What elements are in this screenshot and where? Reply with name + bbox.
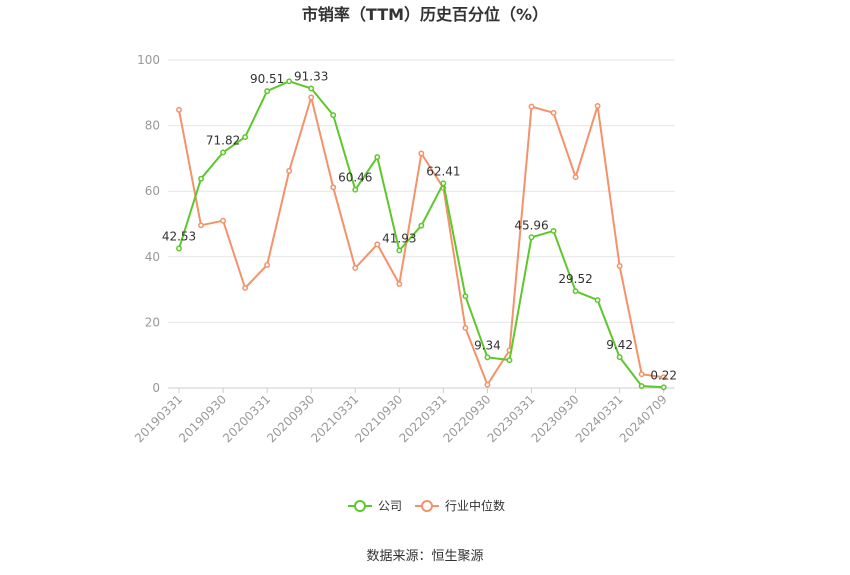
source-note: 数据来源：恒生聚源 (366, 549, 483, 564)
y-axis: 0 20 40 60 80 100 (137, 53, 160, 395)
data-point (638, 383, 645, 389)
data-label: 41.93 (382, 231, 416, 245)
data-point (462, 293, 469, 300)
data-point (638, 371, 645, 378)
legend-swatch-marker (354, 500, 366, 512)
data-point (176, 106, 182, 113)
data-point (418, 150, 425, 157)
data-point (484, 354, 491, 361)
data-point (352, 265, 359, 271)
data-point (286, 78, 293, 85)
data-labels: 42.53 71.82 90.51 91.33 60.46 41.93 62.41 9.34 4… (162, 69, 677, 382)
series-1 (176, 94, 667, 388)
legend-item-0[interactable]: 公司 (348, 499, 402, 513)
data-point (440, 180, 447, 187)
data-point (220, 217, 227, 224)
data-point (374, 154, 381, 161)
data-label: 45.96 (514, 218, 548, 232)
data-label: 62.41 (426, 164, 460, 178)
data-point (220, 149, 227, 156)
data-label: 91.33 (294, 69, 328, 83)
legend-label: 公司 (378, 499, 402, 513)
y-tick-label: 60 (145, 184, 160, 198)
data-point (264, 88, 271, 95)
data-point (484, 381, 491, 388)
data-point (396, 281, 403, 287)
chart-title: 市销率（TTM）历史百分位（%） (302, 5, 548, 24)
series-group (176, 78, 667, 391)
legend: 公司 行业中位数 (348, 498, 505, 513)
data-label: 0.22 (650, 368, 677, 382)
x-tick-label: 20240709 (617, 392, 670, 445)
data-point (616, 263, 623, 269)
data-point (330, 112, 337, 119)
data-point (198, 222, 204, 229)
data-point (308, 85, 315, 92)
series-line (178, 96, 664, 386)
x-axis: 2019033120190930202003312020093020210331… (132, 387, 675, 445)
data-label: 42.53 (162, 230, 196, 244)
data-point (352, 186, 359, 193)
data-point (550, 109, 557, 116)
y-tick-label: 40 (145, 250, 160, 264)
data-point (374, 241, 381, 248)
data-point (396, 247, 403, 254)
data-label: 90.51 (250, 72, 284, 86)
data-point (308, 94, 315, 101)
data-point (550, 227, 557, 234)
data-label: 60.46 (338, 171, 372, 185)
data-point (660, 374, 667, 381)
data-point (594, 297, 601, 304)
data-point (528, 103, 535, 110)
data-point (330, 184, 337, 191)
data-label: 9.42 (606, 338, 633, 352)
data-label: 71.82 (206, 133, 240, 147)
series-0 (176, 78, 667, 391)
data-point (176, 245, 182, 252)
y-tick-label: 20 (145, 315, 160, 329)
data-point (572, 288, 579, 295)
y-tick-label: 0 (152, 381, 160, 395)
data-point (264, 262, 271, 268)
data-point (242, 285, 249, 291)
data-point (594, 102, 601, 109)
data-point (506, 357, 513, 364)
data-point (418, 222, 425, 229)
data-point (462, 325, 469, 331)
data-point (572, 174, 579, 181)
legend-label: 行业中位数 (445, 498, 505, 513)
data-label: 29.52 (558, 272, 592, 286)
data-point (286, 167, 293, 174)
legend-item-1[interactable]: 行业中位数 (415, 498, 505, 513)
legend-swatch-marker (421, 500, 433, 512)
data-point (242, 134, 249, 141)
data-point (616, 354, 623, 361)
y-tick-label: 80 (145, 119, 160, 133)
y-tick-label: 100 (137, 53, 160, 67)
data-label: 9.34 (474, 338, 501, 352)
data-point (198, 175, 204, 182)
data-point (660, 384, 667, 391)
data-point (528, 234, 535, 241)
